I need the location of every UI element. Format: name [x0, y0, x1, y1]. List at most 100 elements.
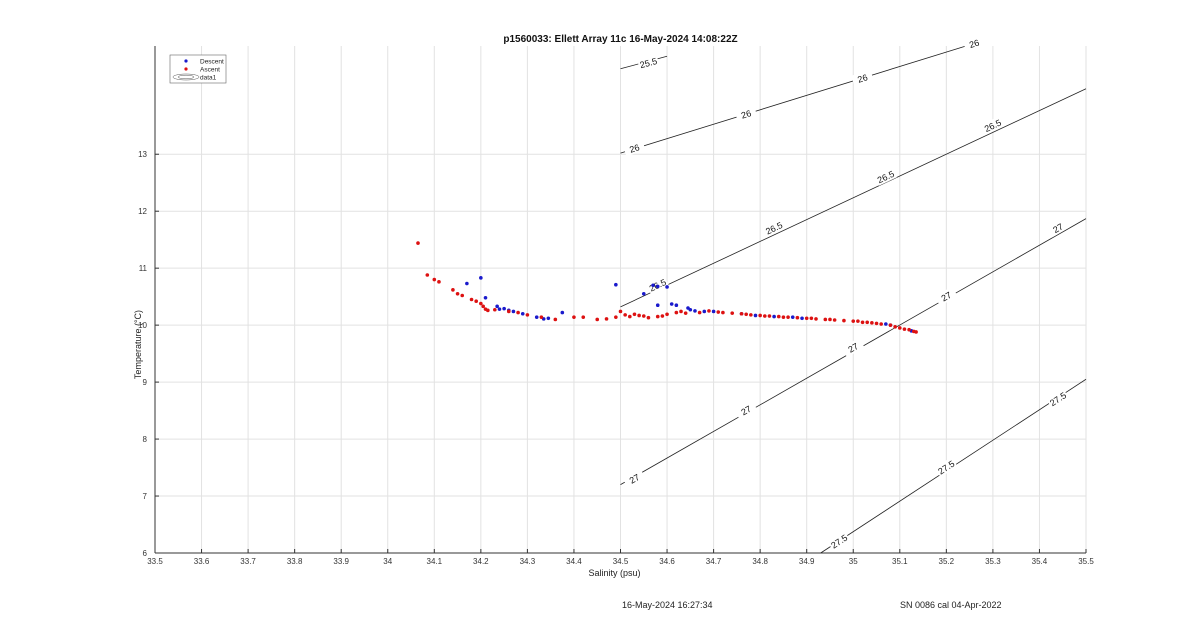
density-contour-line — [620, 88, 1087, 308]
ascent-point — [460, 293, 465, 298]
y-tick-label: 7 — [143, 492, 148, 501]
legend-ascent-marker — [184, 67, 188, 71]
descent-point — [479, 276, 483, 280]
y-tick-label: 13 — [138, 150, 147, 159]
ascent-point — [716, 310, 721, 314]
ascent-point — [455, 292, 460, 296]
ascent-point — [902, 327, 907, 331]
contour-label-bg — [827, 531, 851, 552]
ascent-point — [641, 314, 646, 318]
descent-point — [560, 310, 565, 315]
ascent-point — [879, 322, 883, 326]
contour-label-bg — [934, 286, 958, 306]
descent-point — [651, 283, 655, 288]
x-tick-label: 34.4 — [566, 557, 582, 566]
descent-point — [800, 316, 804, 321]
contour-label-bg — [734, 105, 758, 123]
ascent-point — [481, 304, 485, 309]
ascent-point — [856, 319, 860, 323]
x-tick-label: 35.5 — [1078, 557, 1094, 566]
x-tick-label: 33.8 — [287, 557, 303, 566]
descent-point — [534, 315, 539, 319]
descent-point — [655, 303, 660, 307]
contour-label-bg — [874, 167, 898, 186]
ascent-point — [632, 312, 637, 317]
ascent-point — [842, 318, 846, 323]
ascent-point — [721, 310, 725, 315]
contour-label: 27 — [628, 472, 642, 486]
ascent-point — [637, 313, 641, 318]
ascent-point — [432, 277, 437, 282]
ascent-point — [416, 241, 420, 245]
x-tick-label: 34.7 — [706, 557, 722, 566]
contour-label-bg — [962, 35, 986, 52]
ascent-point — [674, 310, 679, 315]
contour-label: 25.5 — [639, 56, 659, 70]
x-tick-label: 33.6 — [194, 557, 210, 566]
descent-point — [711, 309, 716, 314]
descent-point — [497, 307, 502, 311]
contour-label-bg — [851, 69, 874, 87]
y-tick-label: 12 — [138, 207, 147, 216]
descent-point — [502, 306, 506, 311]
descent-point — [465, 281, 469, 286]
ascent-point — [744, 312, 748, 317]
x-axis-title: Salinity (psu) — [588, 568, 640, 578]
ascent-point — [865, 320, 870, 325]
legend-contour-marker — [172, 73, 200, 81]
descent-point — [511, 309, 516, 314]
ascent-point — [506, 309, 511, 314]
descent-point — [790, 315, 795, 319]
chart-title: p1560033: Ellett Array 11c 16-May-2024 1… — [503, 34, 737, 45]
contour-label: 26 — [968, 37, 981, 50]
descent-point — [614, 282, 618, 287]
ascent-point — [553, 317, 558, 322]
descent-point — [688, 307, 693, 312]
ascent-point — [469, 297, 474, 302]
descent-point — [665, 285, 669, 289]
y-tick-label: 11 — [139, 264, 148, 273]
ascent-point — [486, 308, 490, 313]
ascent-point — [914, 330, 918, 334]
ascent-point — [707, 309, 711, 313]
contour-label-bg — [841, 337, 865, 358]
descent-point — [495, 304, 499, 309]
ascent-point — [781, 315, 786, 319]
contour-label-bg — [981, 116, 1005, 135]
ascent-point — [572, 315, 576, 319]
ascent-point — [739, 311, 744, 316]
contour-label: 27 — [940, 290, 954, 304]
descent-point — [674, 303, 679, 307]
y-tick-label: 6 — [143, 549, 148, 558]
x-tick-label: 34.2 — [473, 557, 489, 566]
contour-label-bg — [1046, 218, 1070, 238]
ascent-point — [479, 301, 483, 306]
descent-point — [693, 309, 697, 313]
ascent-point — [814, 317, 818, 321]
ascent-point — [618, 309, 623, 314]
ascent-point — [614, 315, 618, 319]
ascent-point — [437, 280, 441, 284]
descent-point — [546, 316, 551, 321]
ascent-point — [828, 317, 832, 322]
contour-label: 26 — [628, 142, 641, 155]
ascent-point — [660, 314, 665, 318]
descent-point — [655, 284, 660, 289]
contour-label: 27 — [1051, 221, 1065, 235]
x-tick-label: 34.6 — [659, 557, 675, 566]
x-tick-label: 34 — [383, 557, 392, 566]
x-tick-label: 34.3 — [520, 557, 536, 566]
contour-label-bg — [762, 218, 786, 238]
ascent-point — [623, 313, 627, 317]
descent-point — [753, 313, 758, 318]
contour-label-bg — [934, 457, 958, 478]
y-tick-label: 8 — [143, 435, 148, 444]
density-contour-line — [620, 44, 970, 154]
x-tick-label: 33.5 — [147, 557, 163, 566]
ascent-point — [655, 314, 660, 319]
legend-descent-marker — [184, 59, 188, 63]
ascent-point — [516, 310, 520, 315]
legend-data1-label: data1 — [200, 75, 217, 82]
ascent-point — [786, 315, 790, 319]
